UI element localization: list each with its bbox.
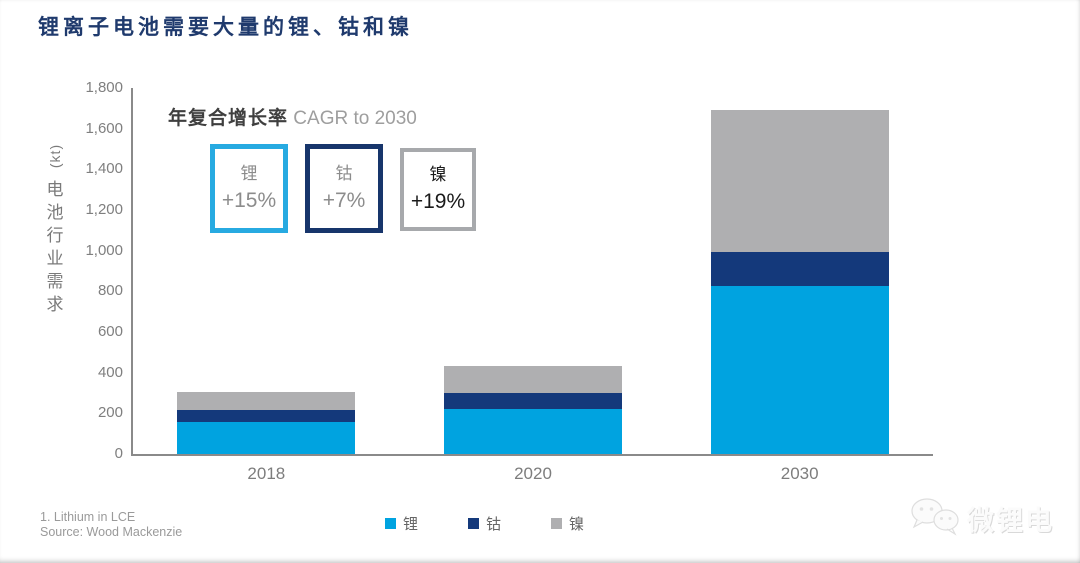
bar-segment-钴-2030: [710, 251, 889, 287]
y-axis-title: (kt) 电池行业需求: [42, 144, 68, 316]
y-tick-label: 400: [97, 363, 123, 381]
legend-label-cobalt: 钴: [486, 516, 502, 533]
y-tick-label: 1,800: [85, 79, 123, 96]
bar-segment-钴-2020: [444, 393, 622, 410]
x-tick-label-2018: 2018: [247, 464, 286, 483]
bar-segment-锂-2018: [177, 422, 356, 454]
legend: 锂 钴 镍: [385, 513, 584, 534]
y-tick-label: 1,400: [85, 160, 123, 178]
y-tick-label: 1,600: [85, 119, 123, 137]
bar-segment-镍-2020: [444, 365, 622, 393]
wechat-bubbles-icon: [909, 496, 961, 541]
legend-label-nickel: 镍: [569, 516, 585, 533]
legend-label-lithium: 锂: [403, 516, 419, 533]
cagr-box-cobalt: 钴 +7%: [305, 144, 383, 233]
bar-segment-镍-2030: [710, 110, 889, 252]
y-tick-label: 0: [114, 445, 123, 462]
cagr-box-nickel: 镍 +19%: [400, 148, 476, 231]
bar-segment-锂-2020: [444, 409, 622, 454]
y-tick-label: 1,200: [85, 201, 123, 218]
y-axis-title-chars: 电池行业需求: [46, 180, 64, 314]
y-tick-label: 1,000: [85, 241, 123, 259]
cagr-box-nickel-label: 镍: [429, 165, 447, 184]
footnote-line2: Source: Wood Mackenzie: [40, 525, 183, 539]
bar-segment-镍-2018: [177, 392, 356, 411]
plot-area: 1,800 1,600 1,400 1,200 1,000 800 600 400 200 0 2…: [85, 79, 933, 483]
footnote: 1. Lithium in LCE Source: Wood Mackenzie: [40, 510, 182, 540]
cagr-box-lithium-value: +15%: [221, 189, 277, 212]
y-tick-label: 600: [97, 323, 123, 340]
legend-item-cobalt: 钴: [468, 513, 501, 534]
nickel-swatch-icon: [551, 518, 563, 529]
y-tick-label: 800: [97, 282, 123, 300]
bar-segment-锂-2030: [710, 286, 889, 454]
cagr-heading: 年复合增长率 CAGR to 2030: [168, 103, 417, 130]
cagr-heading-zh: 年复合增长率: [168, 108, 289, 129]
cagr-box-cobalt-value: +7%: [322, 189, 366, 212]
footnote-line1: 1. Lithium in LCE: [40, 510, 136, 524]
cagr-box-lithium-label: 锂: [240, 164, 258, 183]
page-title: 锂离子电池需要大量的锂、钴和镍: [38, 16, 413, 39]
lithium-swatch-icon: [385, 518, 396, 529]
watermark: 微锂电: [909, 496, 1054, 541]
cagr-box-nickel-value: +19%: [410, 190, 466, 213]
bar-segment-钴-2018: [177, 410, 356, 423]
x-tick-label-2020: 2020: [514, 464, 552, 483]
x-tick-label-2030: 2030: [780, 464, 819, 483]
y-tick-label: 200: [97, 404, 123, 422]
cagr-heading-en: CAGR to 2030: [288, 108, 417, 129]
legend-item-nickel: 镍: [551, 513, 584, 534]
watermark-text: 微锂电: [967, 506, 1054, 536]
cobalt-swatch-icon: [468, 518, 480, 529]
cagr-box-cobalt-label: 钴: [335, 164, 353, 183]
legend-item-lithium: 锂: [385, 513, 418, 534]
cagr-box-lithium: 锂 +15%: [210, 144, 288, 233]
